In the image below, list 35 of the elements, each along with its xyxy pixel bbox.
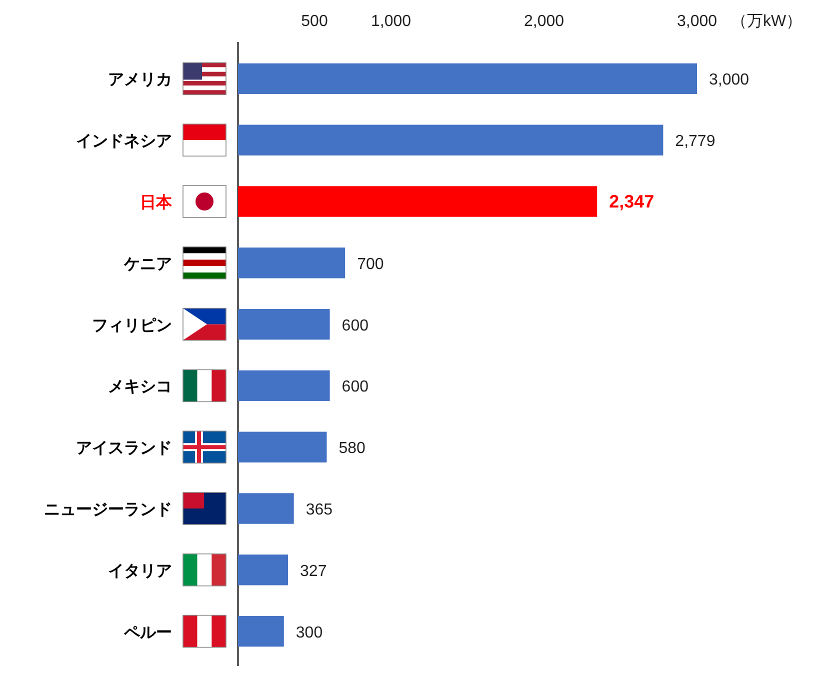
x-tick-label: 3,000 [676, 13, 718, 30]
data-label: 2,779 [675, 133, 716, 150]
bar [238, 124, 664, 156]
data-label: 365 [306, 502, 333, 518]
bar [238, 308, 330, 340]
bar [238, 493, 294, 524]
bar [238, 554, 288, 586]
bar [238, 63, 697, 94]
y-tick-label: ペルー [123, 624, 172, 642]
data-label: 2,347 [609, 192, 654, 212]
data-label: 700 [357, 256, 384, 273]
y-tick-label: メキシコ [108, 378, 172, 396]
bar [238, 186, 598, 217]
x-tick-label: 500 [301, 13, 328, 30]
y-tick-label: アイスランド [76, 440, 172, 458]
x-tick-label: 2,000 [524, 13, 564, 30]
y-tick-label: アメリカ [108, 72, 172, 89]
x-axis-title: （万kW） [731, 13, 802, 30]
data-label: 600 [342, 317, 369, 334]
y-tick-label: フィリピン [92, 317, 172, 334]
bar [238, 248, 346, 278]
y-tick-label: イタリア [108, 562, 172, 580]
y-tick-label: ニュージーランド [44, 502, 172, 518]
data-label: 580 [338, 440, 366, 458]
bar [238, 432, 327, 462]
data-label: 300 [296, 624, 323, 642]
y-tick-label: ケニア [123, 256, 172, 273]
bar [238, 370, 330, 402]
bar [238, 616, 284, 647]
y-tick-label: インドネシア [76, 133, 172, 150]
x-tick-label: 1,000 [370, 13, 412, 30]
data-label: 600 [342, 378, 369, 396]
data-label: 3,000 [709, 72, 750, 89]
data-label: 327 [300, 562, 327, 580]
y-tick-label: 日本 [140, 194, 173, 212]
